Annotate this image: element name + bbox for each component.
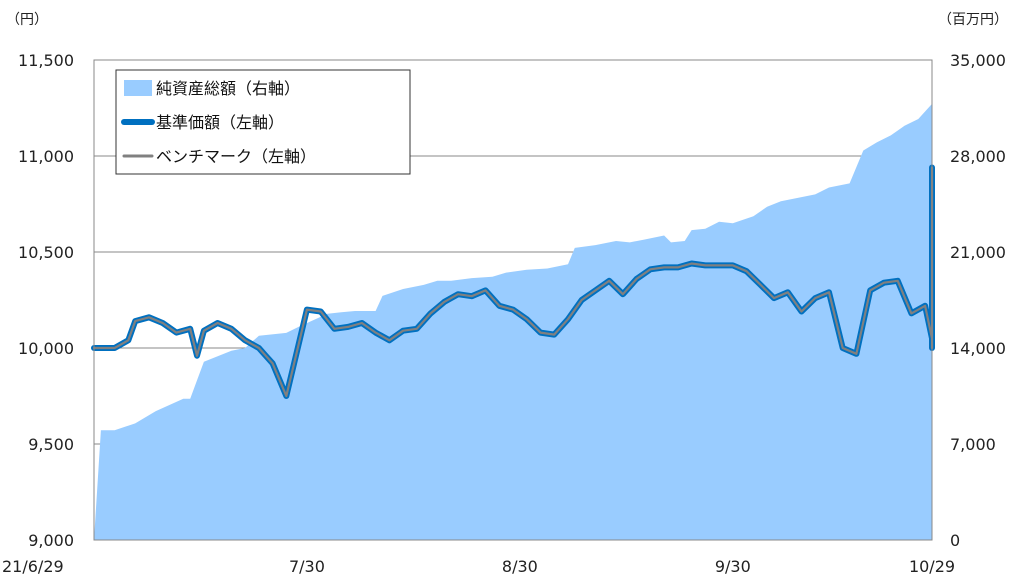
right-tick-label: 28,000 bbox=[950, 147, 1006, 166]
left-tick-label: 10,000 bbox=[18, 339, 74, 358]
left-tick-label: 11,500 bbox=[18, 51, 74, 70]
left-tick-label: 11,000 bbox=[18, 147, 74, 166]
right-tick-label: 7,000 bbox=[950, 435, 996, 454]
right-tick-label: 14,000 bbox=[950, 339, 1006, 358]
plot-frame bbox=[93, 59, 933, 541]
net-assets-area bbox=[94, 103, 932, 541]
x-tick-label: 7/30 bbox=[289, 557, 325, 576]
right-tick-label: 0 bbox=[950, 531, 960, 550]
right-tick-label: 21,000 bbox=[950, 243, 1006, 262]
legend-label: ベンチマーク（左軸） bbox=[156, 147, 316, 166]
x-tick-label: 21/6/29 bbox=[2, 557, 64, 576]
right-axis-ticks: 0 7,000 14,000 21,000 28,000 35,000 bbox=[950, 51, 1006, 550]
legend-label: 基準価額（左軸） bbox=[156, 113, 284, 132]
left-axis-ticks: 9,000 9,500 10,000 10,500 11,000 11,500 bbox=[18, 51, 74, 550]
legend-box bbox=[115, 69, 411, 175]
x-tick-label: 8/30 bbox=[502, 557, 538, 576]
legend-swatch-net-assets bbox=[124, 80, 152, 96]
x-axis-ticks: 21/6/29 7/30 8/30 9/30 10/29 bbox=[2, 557, 955, 576]
x-tick-label: 10/29 bbox=[909, 557, 955, 576]
left-axis-unit: （円） bbox=[6, 12, 48, 28]
right-tick-label: 35,000 bbox=[950, 51, 1006, 70]
left-tick-label: 9,500 bbox=[28, 435, 74, 454]
legend-label: 純資産総額（右軸） bbox=[156, 79, 300, 98]
left-tick-label: 10,500 bbox=[18, 243, 74, 262]
area-layer bbox=[94, 103, 932, 541]
legend: 純資産総額（右軸） 基準価額（左軸） ベンチマーク（左軸） bbox=[115, 69, 411, 175]
left-tick-label: 9,000 bbox=[28, 531, 74, 550]
right-axis-unit: （百万円） bbox=[938, 12, 1008, 28]
x-tick-label: 9/30 bbox=[715, 557, 751, 576]
